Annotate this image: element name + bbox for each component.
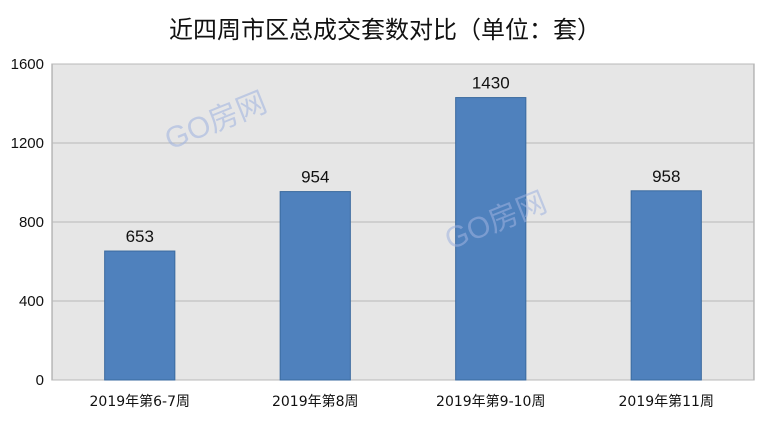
bar bbox=[279, 191, 351, 381]
x-category-label: 2019年第6-7周 bbox=[90, 393, 191, 410]
data-label: 653 bbox=[126, 227, 154, 246]
data-label: 954 bbox=[301, 168, 329, 187]
y-tick-label: 400 bbox=[19, 293, 44, 310]
x-category-label: 2019年第9-10周 bbox=[436, 393, 545, 410]
bars: 653 954 1430 958 bbox=[104, 74, 702, 381]
data-label: 1430 bbox=[472, 74, 510, 93]
data-label: 958 bbox=[652, 167, 680, 186]
y-tick-label: 0 bbox=[36, 372, 44, 389]
bar bbox=[104, 250, 176, 381]
y-tick-label: 1600 bbox=[11, 56, 44, 73]
bar bbox=[455, 97, 527, 381]
y-tick-label: 800 bbox=[19, 214, 44, 231]
chart-title: 近四周市区总成交套数对比（单位：套） bbox=[169, 16, 601, 44]
x-axis-categories: 2019年第6-7周 2019年第8周 2019年第9-10周 2019年第11周 bbox=[90, 393, 714, 410]
y-tick-label: 1200 bbox=[11, 135, 44, 152]
bar bbox=[630, 190, 702, 381]
x-category-label: 2019年第8周 bbox=[272, 393, 359, 410]
y-axis-ticks: 0 400 800 1200 1600 bbox=[11, 56, 44, 389]
x-category-label: 2019年第11周 bbox=[619, 393, 714, 410]
